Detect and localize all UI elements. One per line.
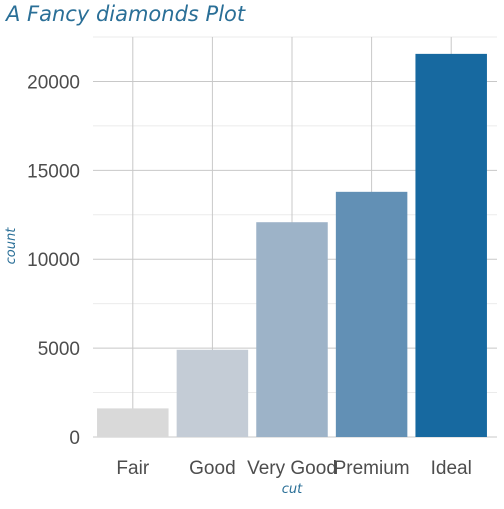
y-axis-title: count [4, 227, 19, 265]
x-tick-label: Fair [116, 458, 149, 479]
x-tick-label: Premium [334, 458, 410, 479]
y-tick-label: 15000 [27, 161, 80, 182]
y-tick-label: 20000 [27, 72, 80, 93]
chart-title: A Fancy diamonds Plot [4, 2, 246, 26]
bar-fair [97, 408, 169, 437]
x-axis-title: cut [282, 482, 303, 497]
bar-very-good [256, 222, 328, 437]
y-axis-ticks: 0 5000 10000 15000 20000 [27, 72, 80, 449]
y-tick-label: 5000 [38, 339, 80, 360]
bar-good [176, 349, 249, 437]
x-tick-label: Ideal [431, 458, 472, 479]
x-tick-label: Good [189, 458, 235, 479]
bar-premium [335, 191, 408, 437]
bars [97, 53, 487, 437]
x-tick-label: Very Good [247, 458, 337, 479]
bar-ideal [415, 53, 487, 437]
y-tick-label: 0 [69, 428, 80, 449]
y-tick-label: 10000 [27, 250, 80, 271]
